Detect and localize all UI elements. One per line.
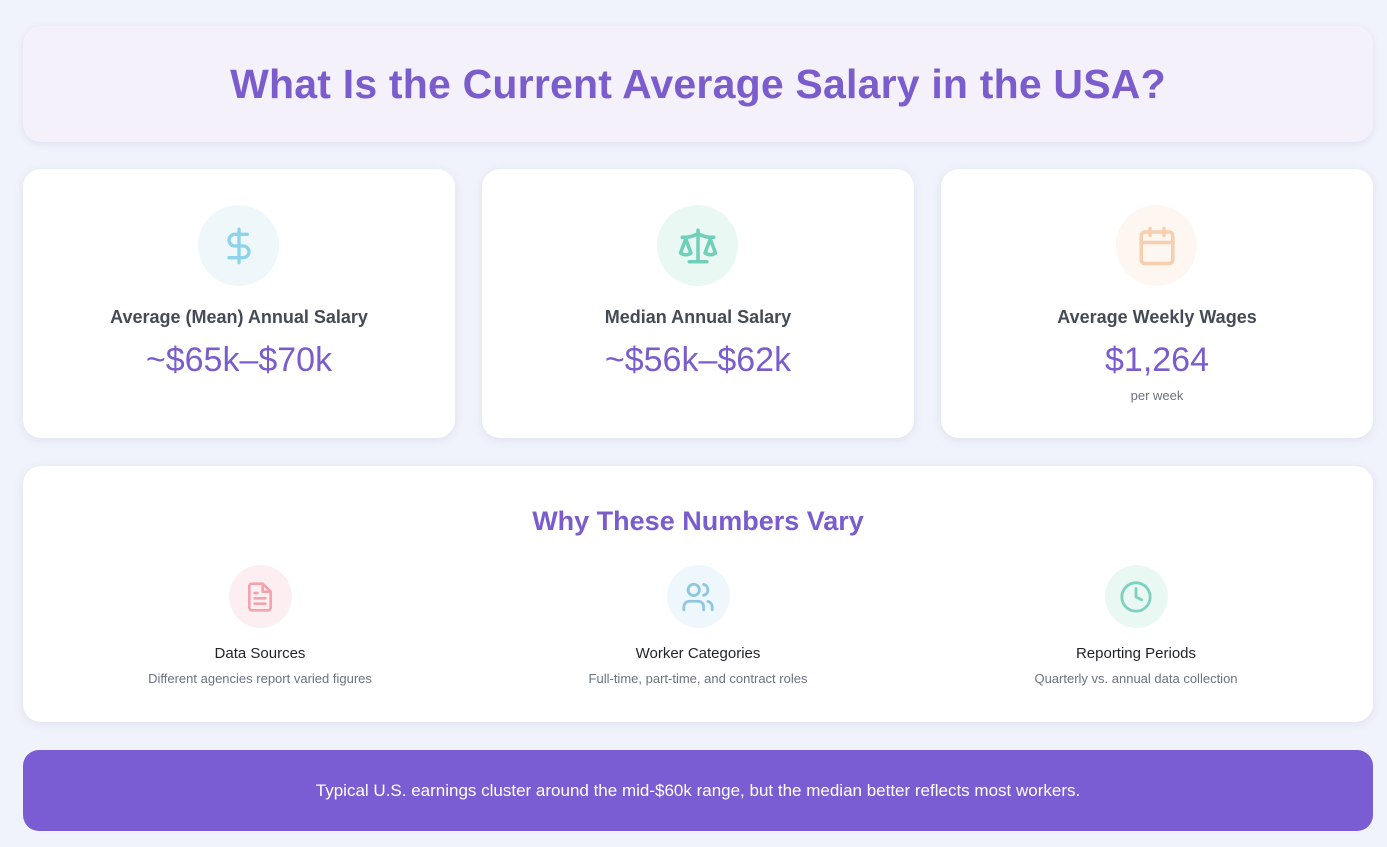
stat-value: ~$65k–$70k	[145, 341, 333, 379]
users-icon	[666, 565, 730, 628]
scale-icon	[657, 205, 738, 286]
header-panel: What Is the Current Average Salary in th…	[23, 26, 1373, 142]
page-title: What Is the Current Average Salary in th…	[230, 60, 1166, 107]
stat-label: Average Weekly Wages	[1057, 307, 1257, 327]
stat-label: Median Annual Salary	[604, 307, 792, 327]
factor-title: Worker Categories	[635, 645, 761, 662]
factor-desc: Different agencies report varied figures	[148, 671, 372, 686]
variation-panel: Why These Numbers Vary Data Sources Diff…	[23, 466, 1373, 722]
calendar-icon	[1116, 205, 1197, 286]
factor-desc: Full-time, part-time, and contract roles	[588, 671, 808, 686]
factor-title: Reporting Periods	[1075, 645, 1197, 662]
factor-data-sources: Data Sources Different agencies report v…	[41, 565, 479, 686]
stat-card-median: Median Annual Salary ~$56k–$62k	[482, 169, 914, 438]
stat-sub: per week	[1130, 388, 1184, 403]
stat-card-mean: Average (Mean) Annual Salary ~$65k–$70k	[23, 169, 455, 438]
stat-value: $1,264	[1105, 341, 1209, 379]
stat-label: Average (Mean) Annual Salary	[110, 307, 368, 327]
summary-banner: Typical U.S. earnings cluster around the…	[23, 750, 1373, 831]
factor-title: Data Sources	[214, 645, 306, 662]
document-icon	[228, 565, 292, 628]
summary-text: Typical U.S. earnings cluster around the…	[315, 780, 1081, 800]
factor-desc: Quarterly vs. annual data collection	[1034, 671, 1238, 686]
dollar-icon	[198, 205, 279, 286]
factor-reporting-periods: Reporting Periods Quarterly vs. annual d…	[917, 565, 1355, 686]
clock-icon	[1104, 565, 1168, 628]
stat-card-weekly: Average Weekly Wages $1,264 per week	[941, 169, 1373, 438]
section-title: Why These Numbers Vary	[532, 506, 864, 536]
factor-worker-categories: Worker Categories Full-time, part-time, …	[479, 565, 917, 686]
stat-value: ~$56k–$62k	[604, 341, 792, 379]
